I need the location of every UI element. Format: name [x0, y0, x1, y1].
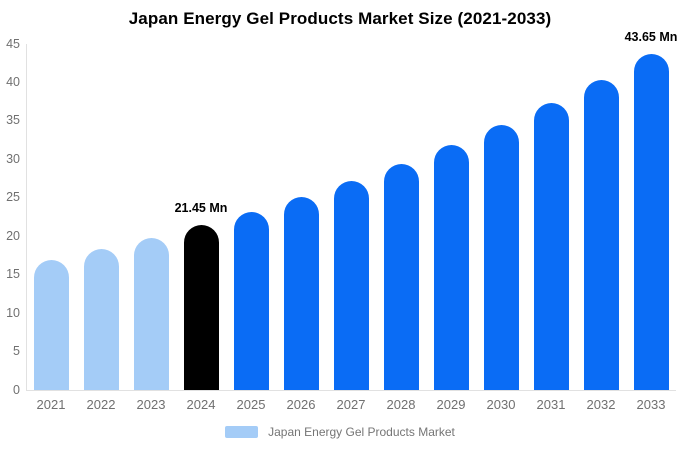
bar-2024 — [183, 225, 219, 390]
bar-2022 — [83, 249, 119, 390]
bar-2026 — [283, 196, 319, 390]
bar-2030 — [483, 125, 519, 390]
x-label-2022: 2022 — [86, 397, 116, 412]
bar-2023 — [133, 237, 169, 390]
legend-swatch — [225, 426, 259, 438]
x-label-2030: 2030 — [486, 397, 516, 412]
x-label-2029: 2029 — [436, 397, 466, 412]
y-tick-30: 30 — [6, 151, 20, 166]
bar-2029 — [433, 145, 469, 390]
bar-2031 — [533, 103, 569, 390]
value-label-2033: 43.65 Mn — [624, 30, 678, 45]
x-axis-line — [26, 390, 676, 391]
x-label-2028: 2028 — [386, 397, 416, 412]
bar-2021 — [33, 259, 69, 390]
x-label-2027: 2027 — [336, 397, 366, 412]
x-label-2021: 2021 — [36, 397, 66, 412]
value-label-2024: 21.45 Mn — [174, 201, 228, 216]
bar-2032 — [583, 79, 619, 390]
y-tick-20: 20 — [6, 228, 20, 243]
x-label-2026: 2026 — [286, 397, 316, 412]
bar-2027 — [333, 181, 369, 390]
legend-label: Japan Energy Gel Products Market — [268, 425, 455, 439]
bar-2033 — [633, 54, 669, 390]
x-label-2033: 2033 — [636, 397, 666, 412]
bar-2028 — [383, 163, 419, 390]
y-tick-10: 10 — [6, 305, 20, 320]
x-label-2023: 2023 — [136, 397, 166, 412]
y-tick-0: 0 — [13, 382, 20, 397]
x-label-2024: 2024 — [186, 397, 216, 412]
bar-2025 — [233, 211, 269, 390]
y-tick-40: 40 — [6, 74, 20, 89]
y-tick-25: 25 — [6, 190, 20, 205]
x-label-2032: 2032 — [586, 397, 616, 412]
y-tick-5: 5 — [13, 344, 20, 359]
legend-item[interactable]: Japan Energy Gel Products Market — [0, 425, 680, 439]
chart-title: Japan Energy Gel Products Market Size (2… — [128, 9, 552, 28]
y-axis-line — [26, 44, 27, 390]
x-label-2031: 2031 — [536, 397, 566, 412]
x-label-2025: 2025 — [236, 397, 266, 412]
y-tick-15: 15 — [6, 267, 20, 282]
y-tick-35: 35 — [6, 113, 20, 128]
y-tick-45: 45 — [6, 36, 20, 51]
